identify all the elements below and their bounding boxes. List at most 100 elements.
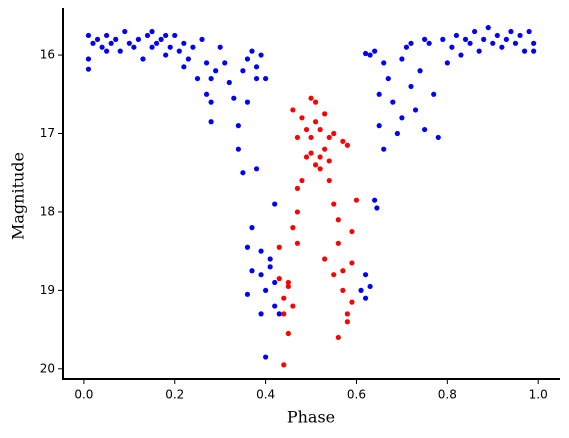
data-point — [340, 138, 346, 144]
y-tick-label: 17 — [40, 126, 55, 140]
data-point — [176, 48, 182, 54]
data-point — [276, 311, 282, 317]
data-point — [394, 130, 400, 137]
y-tick-label: 20 — [40, 361, 55, 375]
data-point — [458, 52, 464, 58]
data-point — [149, 44, 155, 50]
data-point — [85, 32, 92, 39]
data-point — [503, 36, 509, 42]
data-point — [471, 28, 478, 35]
data-point — [85, 66, 92, 72]
data-point — [294, 134, 301, 141]
data-point — [431, 91, 437, 97]
y-tick-label: 16 — [40, 48, 55, 62]
data-point — [335, 217, 341, 223]
data-point — [340, 287, 346, 293]
data-point — [349, 299, 355, 305]
data-point — [235, 123, 241, 129]
data-point — [263, 287, 269, 293]
data-point — [362, 50, 369, 57]
data-point — [258, 272, 264, 278]
x-tick-label: 0.8 — [438, 388, 457, 402]
data-point — [253, 64, 260, 70]
data-point — [158, 36, 164, 42]
data-point — [122, 28, 128, 35]
data-point — [331, 272, 337, 278]
data-point — [272, 303, 278, 309]
data-point — [326, 177, 332, 184]
data-point — [435, 134, 441, 141]
data-point — [374, 205, 380, 211]
data-point — [281, 311, 287, 317]
data-point — [399, 115, 405, 121]
data-point — [317, 126, 323, 133]
data-point — [312, 162, 319, 168]
data-point — [512, 40, 519, 46]
data-point — [358, 287, 364, 293]
data-point — [163, 32, 169, 39]
data-point — [426, 40, 432, 46]
data-point — [203, 91, 210, 97]
y-axis-label: Magnitude — [9, 152, 28, 240]
data-point — [194, 75, 201, 82]
data-point — [303, 154, 310, 160]
data-point — [362, 295, 369, 301]
data-point — [299, 177, 305, 184]
data-point — [331, 201, 337, 207]
data-point — [153, 40, 160, 46]
data-point — [217, 44, 223, 50]
data-point — [317, 154, 323, 160]
data-point — [462, 36, 469, 42]
data-point — [385, 75, 391, 82]
data-point — [222, 60, 228, 66]
data-point — [412, 107, 419, 113]
data-point — [181, 40, 187, 46]
data-point — [362, 272, 369, 278]
data-point — [272, 279, 278, 286]
data-point — [253, 75, 260, 82]
data-point — [208, 119, 214, 125]
data-point — [267, 256, 273, 262]
data-point — [249, 225, 255, 231]
data-point — [117, 48, 123, 54]
data-point — [203, 60, 210, 66]
data-point — [422, 126, 428, 133]
data-point — [322, 146, 328, 152]
data-point — [131, 44, 137, 50]
data-point — [213, 68, 219, 74]
data-point — [376, 91, 382, 97]
data-point — [449, 44, 455, 50]
data-point — [322, 111, 328, 117]
data-point — [303, 126, 310, 133]
data-point — [335, 334, 341, 341]
data-point — [408, 40, 414, 46]
data-point — [185, 56, 191, 62]
data-point — [104, 48, 110, 54]
data-point — [90, 40, 96, 46]
data-point — [367, 283, 373, 290]
data-point — [308, 95, 314, 101]
data-point — [526, 28, 532, 35]
data-point — [94, 36, 101, 42]
data-point — [199, 36, 205, 42]
data-point — [531, 48, 537, 54]
data-point — [208, 99, 214, 105]
data-point — [281, 295, 287, 301]
data-point — [240, 170, 246, 176]
data-point — [104, 32, 110, 39]
data-point — [244, 99, 251, 105]
data-point — [267, 264, 273, 270]
data-point — [444, 60, 450, 66]
data-point — [294, 209, 301, 215]
data-point — [149, 28, 155, 35]
data-point — [181, 64, 187, 70]
data-point — [285, 330, 291, 337]
data-point — [299, 115, 305, 121]
data-point — [372, 48, 378, 54]
data-point — [244, 56, 251, 62]
data-point — [308, 150, 314, 156]
data-point — [326, 158, 332, 164]
data-point — [263, 354, 269, 360]
